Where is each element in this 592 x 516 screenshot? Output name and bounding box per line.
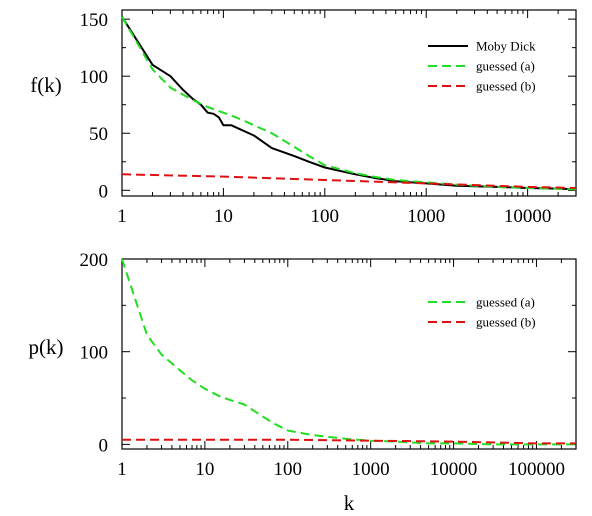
legend-label: Moby Dick (476, 39, 536, 54)
y-axis-label: p(k) (29, 335, 64, 359)
y-tick-label: 150 (80, 10, 109, 31)
series-line-guessed-b (122, 438, 576, 445)
plot-frame (121, 9, 577, 197)
x-tick-label: 100000 (508, 459, 565, 480)
y-tick-label: 50 (89, 124, 108, 145)
y-tick-label: 0 (99, 181, 109, 202)
legend-label: guessed (a) (476, 295, 535, 310)
x-tick-label: 1000 (407, 206, 445, 227)
x-tick-label: 1 (117, 459, 127, 480)
x-tick-label: 10 (195, 459, 214, 480)
legend: guessed (a) guessed (b) (428, 295, 536, 330)
x-tick-label: 10000 (504, 206, 552, 227)
y-tick-label: 0 (99, 435, 109, 456)
legend-label: guessed (a) (476, 59, 535, 74)
series-line-guessed-b (121, 173, 577, 189)
y-axis-label: f(k) (30, 73, 61, 97)
plot-frame (121, 258, 577, 450)
x-tick-label: 1 (117, 206, 127, 227)
chart-panel-2: 1 10 100 1000 10000 100000 0 100 200 p(k) guessed … (29, 250, 577, 515)
legend: Moby Dick guessed (a) guessed (b) (428, 39, 536, 94)
x-tick-label: 10 (214, 206, 233, 227)
y-tick-label: 100 (80, 343, 109, 364)
series-line-guessed-a (121, 16, 577, 191)
x-tick-label: 1000 (352, 459, 390, 480)
y-tick-label: 100 (80, 67, 109, 88)
legend-label: guessed (b) (476, 315, 536, 330)
x-tick-label: 100 (311, 206, 340, 227)
x-axis-label: k (344, 491, 355, 515)
x-tick-label: 100 (274, 459, 303, 480)
x-tick-label: 10000 (430, 459, 478, 480)
legend-label: guessed (b) (476, 79, 536, 94)
series-line-guessed-a (121, 258, 576, 446)
chart-panel-1: 1 10 100 1000 10000 0 50 100 150 f(k) Moby Dick gue… (30, 9, 577, 227)
y-tick-label: 200 (80, 250, 109, 271)
